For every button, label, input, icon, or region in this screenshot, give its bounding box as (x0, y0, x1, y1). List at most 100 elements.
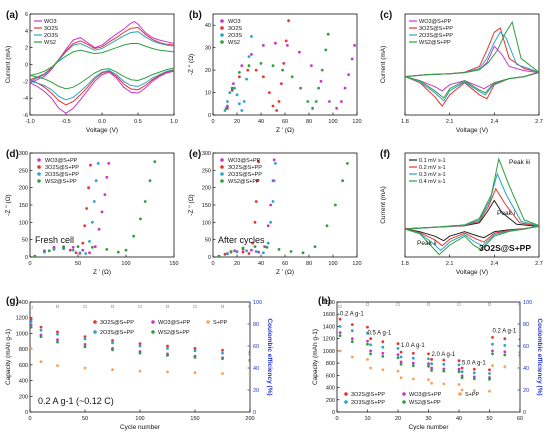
legend-marker (220, 179, 224, 183)
data-point (39, 325, 43, 329)
legend-label: 3O2S@S+PP (100, 320, 134, 326)
data-point (30, 320, 33, 323)
data-point (269, 203, 272, 207)
data-point (83, 224, 87, 228)
data-point (30, 323, 33, 327)
data-point (411, 364, 415, 367)
data-point (259, 62, 263, 65)
data-point (93, 245, 97, 249)
data-point (411, 356, 415, 360)
data-point (488, 372, 491, 375)
data-point (245, 249, 249, 253)
data-point (91, 245, 94, 249)
data-point (275, 109, 278, 112)
data-point (107, 162, 111, 165)
data-point (277, 100, 281, 103)
data-point (488, 389, 491, 393)
data-point (256, 179, 259, 183)
legend-label: 3O2S (228, 26, 242, 32)
data-point (94, 179, 98, 183)
data-point (518, 337, 520, 341)
data-point (290, 75, 294, 79)
y-tick-label: 50 (205, 238, 211, 244)
x-tick-label: 100 (328, 119, 337, 125)
data-point (238, 71, 241, 74)
legend-label: 0.1 mV s-1 (419, 158, 446, 164)
x-tick-label: 60 (282, 261, 288, 267)
y-axis-label: -Z '' (Ω) (188, 54, 195, 75)
x-tick-label: 2.4 (491, 261, 499, 267)
efficiency-point (111, 304, 114, 308)
data-point (272, 158, 276, 162)
data-point (503, 344, 507, 347)
legend-label: S+PP (213, 320, 228, 326)
legend-label: 2O3S@S+PP (45, 172, 79, 178)
data-point (143, 200, 147, 203)
y2-axis-label: Coulombic efficiency (%) (536, 318, 543, 395)
y-tick-label: 150 (19, 203, 28, 209)
panel-label: (h) (318, 296, 331, 307)
efficiency-point (83, 304, 87, 308)
data-point (248, 350, 250, 354)
data-point (338, 325, 342, 328)
data-point (193, 349, 197, 353)
data-point (350, 57, 354, 61)
x-axis-label: Cycle number (408, 424, 449, 431)
x-tick-label: 50 (75, 261, 81, 267)
data-point (430, 366, 433, 370)
data-point (226, 104, 229, 108)
data-point (111, 368, 114, 371)
plot-frame (404, 13, 540, 116)
legend-label: S+PP (465, 392, 480, 398)
data-point (350, 329, 354, 333)
efficiency-point (138, 304, 142, 308)
data-point (247, 55, 251, 58)
data-point (282, 62, 286, 65)
legend-marker (220, 158, 224, 162)
y2-tick-label: 0 (253, 410, 256, 416)
data-point (430, 358, 433, 361)
peak-label: Peak ii (417, 240, 437, 247)
legend-label: WO3@S+PP (45, 158, 78, 164)
x-tick-label: 80 (306, 119, 312, 125)
data-point (83, 337, 87, 341)
x-tick-label: 20 (395, 416, 401, 422)
data-point (193, 371, 197, 375)
data-point (350, 355, 354, 359)
rate-label: 5.0 A g-1 (462, 360, 486, 366)
x-tick-label: 100 (121, 261, 130, 267)
data-point (310, 64, 313, 67)
data-point (396, 342, 400, 345)
data-point (81, 241, 85, 245)
legend-marker (37, 165, 41, 169)
legend-label: WS2@S+PP (45, 179, 77, 185)
legend-marker (37, 172, 41, 176)
legend-marker (37, 158, 41, 162)
data-point (326, 32, 330, 36)
panel-2: 1.8 2.1 2.4 2.7 Voltage (V) Current (mA) WO3@S… (380, 13, 543, 134)
data-point (491, 352, 494, 356)
data-point (381, 368, 385, 372)
panel-1: 0 20 40 60 80 100 120 0 10 20 30 40 Z ' (Ω) -Z '' (Ω)… (188, 13, 362, 134)
data-point (427, 357, 430, 361)
data-point (280, 82, 283, 85)
x-tick-label: 200 (245, 416, 254, 422)
data-point (33, 254, 37, 257)
legend-label: WO3@S+PP (158, 320, 191, 326)
x-tick-label: 0.0 (98, 119, 106, 125)
data-point (233, 249, 237, 253)
data-point (230, 88, 234, 92)
data-point (242, 100, 246, 103)
data-point (320, 68, 324, 72)
x-tick-label: 100 (328, 261, 337, 267)
data-point (56, 340, 59, 344)
legend-label: WS2@S+PP (158, 330, 190, 336)
data-point (265, 245, 269, 249)
y2-tick-label: 40 (523, 366, 529, 372)
data-point (366, 325, 369, 329)
data-point (248, 372, 250, 376)
x-tick-label: 2.4 (491, 119, 499, 125)
x-tick-label: 0 (335, 416, 338, 422)
x-tick-label: 30 (425, 416, 431, 422)
